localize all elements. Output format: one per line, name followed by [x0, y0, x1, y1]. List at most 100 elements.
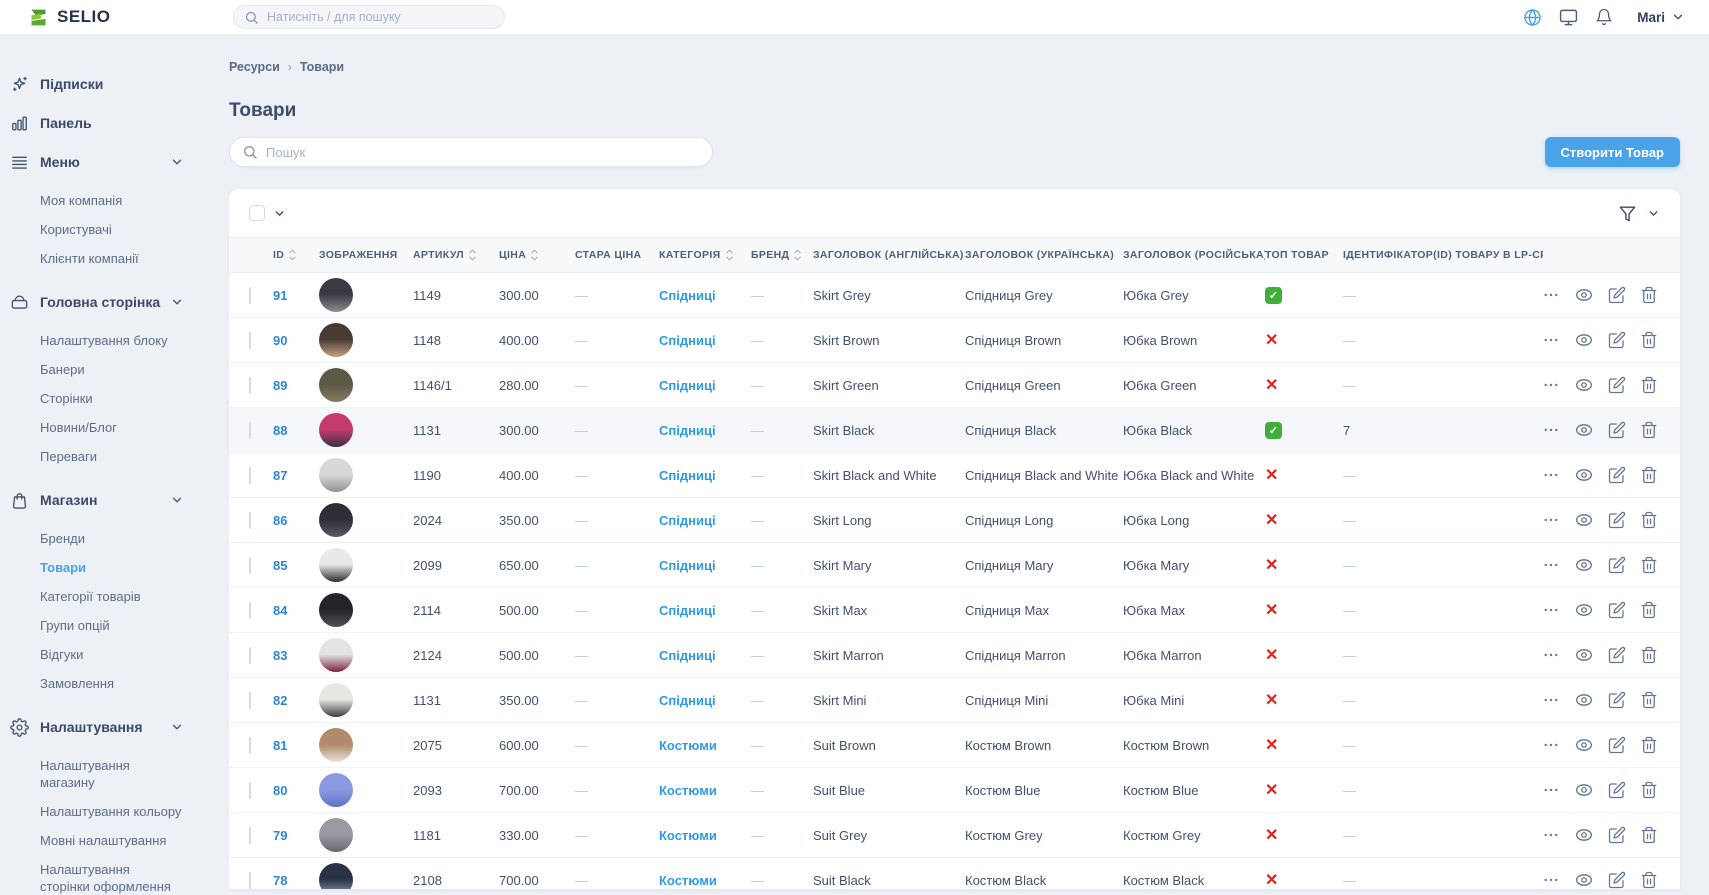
- view-button[interactable]: [1574, 510, 1594, 530]
- more-actions-button[interactable]: [1543, 331, 1560, 349]
- row-checkbox[interactable]: [249, 331, 251, 349]
- edit-button[interactable]: [1608, 511, 1626, 529]
- edit-button[interactable]: [1608, 781, 1626, 799]
- product-id-link[interactable]: 83: [273, 647, 288, 663]
- delete-button[interactable]: [1640, 556, 1658, 574]
- column-header-id[interactable]: ID: [273, 237, 319, 273]
- row-checkbox[interactable]: [249, 736, 251, 754]
- edit-button[interactable]: [1608, 691, 1626, 709]
- more-actions-button[interactable]: [1543, 736, 1560, 754]
- more-actions-button[interactable]: [1543, 556, 1560, 574]
- sidebar-item-dashboard[interactable]: Панель: [6, 108, 194, 138]
- view-button[interactable]: [1574, 780, 1594, 800]
- row-checkbox[interactable]: [249, 826, 251, 844]
- delete-button[interactable]: [1640, 376, 1658, 394]
- product-id-link[interactable]: 82: [273, 692, 288, 708]
- product-id-link[interactable]: 87: [273, 467, 288, 483]
- sidebar-item-orders[interactable]: Замовлення: [40, 676, 115, 691]
- more-actions-button[interactable]: [1543, 646, 1560, 664]
- delete-button[interactable]: [1640, 601, 1658, 619]
- sort-icon[interactable]: [468, 248, 477, 262]
- delete-button[interactable]: [1640, 646, 1658, 664]
- row-checkbox[interactable]: [249, 511, 251, 529]
- edit-button[interactable]: [1608, 826, 1626, 844]
- product-id-link[interactable]: 88: [273, 422, 288, 438]
- sidebar-item-company-clients[interactable]: Клієнти компанії: [40, 251, 139, 266]
- edit-button[interactable]: [1608, 421, 1626, 439]
- delete-button[interactable]: [1640, 511, 1658, 529]
- product-category-link[interactable]: Костюми: [659, 872, 717, 888]
- delete-button[interactable]: [1640, 736, 1658, 754]
- user-menu[interactable]: Mari: [1637, 10, 1685, 25]
- more-actions-button[interactable]: [1543, 421, 1560, 439]
- edit-button[interactable]: [1608, 601, 1626, 619]
- more-actions-button[interactable]: [1543, 466, 1560, 484]
- product-category-link[interactable]: Спідниці: [659, 377, 716, 393]
- edit-button[interactable]: [1608, 466, 1626, 484]
- product-id-link[interactable]: 80: [273, 782, 288, 798]
- edit-button[interactable]: [1608, 871, 1626, 889]
- product-id-link[interactable]: 86: [273, 512, 288, 528]
- product-category-link[interactable]: Спідниці: [659, 602, 716, 618]
- sidebar-item-product-categories[interactable]: Категорії товарів: [40, 589, 141, 604]
- sidebar-item-news-blog[interactable]: Новини/Блог: [40, 420, 117, 435]
- global-search[interactable]: [233, 5, 505, 29]
- view-button[interactable]: [1574, 645, 1594, 665]
- delete-button[interactable]: [1640, 466, 1658, 484]
- filter-control[interactable]: [1618, 204, 1660, 223]
- product-id-link[interactable]: 84: [273, 602, 288, 618]
- monitor-icon[interactable]: [1559, 7, 1579, 27]
- row-checkbox[interactable]: [249, 691, 251, 709]
- sidebar-item-my-company[interactable]: Моя компанія: [40, 193, 123, 208]
- delete-button[interactable]: [1640, 331, 1658, 349]
- column-header-article[interactable]: АРТИКУЛ: [413, 237, 499, 273]
- product-category-link[interactable]: Спідниці: [659, 467, 716, 483]
- sidebar-item-users[interactable]: Користувачі: [40, 222, 112, 237]
- product-id-link[interactable]: 79: [273, 827, 288, 843]
- row-checkbox[interactable]: [249, 646, 251, 664]
- product-id-link[interactable]: 89: [273, 377, 288, 393]
- row-checkbox[interactable]: [249, 421, 251, 439]
- sidebar-item-banners[interactable]: Банери: [40, 362, 85, 377]
- row-checkbox[interactable]: [249, 871, 251, 889]
- product-id-link[interactable]: 91: [273, 287, 288, 303]
- view-button[interactable]: [1574, 690, 1594, 710]
- delete-button[interactable]: [1640, 826, 1658, 844]
- view-button[interactable]: [1574, 285, 1594, 305]
- sort-icon[interactable]: [288, 248, 297, 262]
- column-header-brand[interactable]: БРЕНД: [751, 237, 813, 273]
- product-category-link[interactable]: Спідниці: [659, 557, 716, 573]
- sidebar-item-benefits[interactable]: Переваги: [40, 449, 98, 464]
- create-product-button[interactable]: Створити Товар: [1544, 137, 1680, 167]
- product-category-link[interactable]: Спідниці: [659, 422, 716, 438]
- sidebar-item-color-settings[interactable]: Налаштування кольору: [40, 804, 182, 819]
- breadcrumb-products[interactable]: Товари: [299, 60, 345, 74]
- more-actions-button[interactable]: [1543, 826, 1560, 844]
- more-actions-button[interactable]: [1543, 511, 1560, 529]
- product-category-link[interactable]: Костюми: [659, 737, 717, 753]
- column-header-price[interactable]: ЦІНА: [499, 237, 575, 273]
- chevron-down-icon[interactable]: [273, 207, 286, 220]
- product-id-link[interactable]: 85: [273, 557, 288, 573]
- sidebar-item-products[interactable]: Товари: [40, 560, 87, 575]
- delete-button[interactable]: [1640, 421, 1658, 439]
- column-header-category[interactable]: КАТЕГОРІЯ: [659, 237, 751, 273]
- more-actions-button[interactable]: [1543, 781, 1560, 799]
- view-button[interactable]: [1574, 375, 1594, 395]
- edit-button[interactable]: [1608, 646, 1626, 664]
- view-button[interactable]: [1574, 330, 1594, 350]
- sidebar-item-subscriptions[interactable]: Підписки: [6, 69, 194, 99]
- product-id-link[interactable]: 81: [273, 737, 288, 753]
- product-id-link[interactable]: 90: [273, 332, 288, 348]
- products-search[interactable]: [229, 137, 713, 167]
- view-button[interactable]: [1574, 825, 1594, 845]
- sidebar-item-language-settings[interactable]: Мовні налаштування: [40, 833, 167, 848]
- sidebar-item-menu[interactable]: Меню: [6, 147, 194, 177]
- delete-button[interactable]: [1640, 691, 1658, 709]
- row-checkbox[interactable]: [249, 286, 251, 304]
- row-checkbox[interactable]: [249, 376, 251, 394]
- sidebar-item-settings[interactable]: Налаштування: [6, 712, 194, 742]
- delete-button[interactable]: [1640, 871, 1658, 889]
- view-button[interactable]: [1574, 420, 1594, 440]
- app-logo[interactable]: SELIO: [28, 7, 111, 28]
